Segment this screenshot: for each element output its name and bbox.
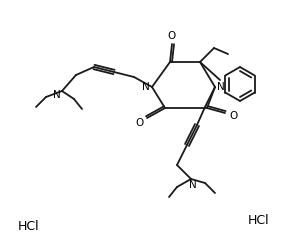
Text: N: N bbox=[189, 180, 197, 190]
Text: O: O bbox=[229, 111, 237, 121]
Text: HCl: HCl bbox=[248, 214, 270, 226]
Text: N: N bbox=[142, 82, 150, 92]
Text: N: N bbox=[53, 90, 61, 100]
Text: O: O bbox=[168, 31, 176, 41]
Text: HCl: HCl bbox=[18, 219, 40, 233]
Text: O: O bbox=[135, 118, 143, 128]
Text: N: N bbox=[217, 82, 225, 92]
